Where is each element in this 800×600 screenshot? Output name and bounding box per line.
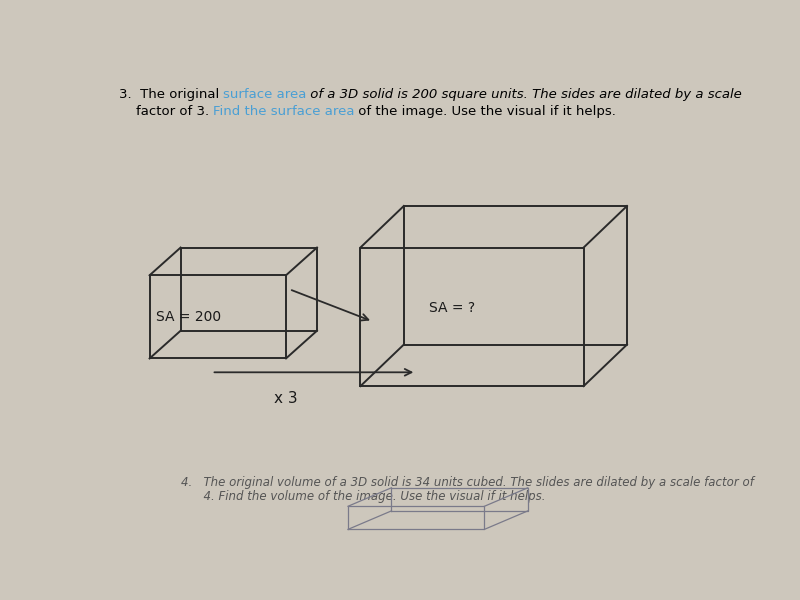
Text: SA = 200: SA = 200 bbox=[156, 310, 221, 324]
Text: of a 3D solid is 200 square units. The sides are dilated by a scale: of a 3D solid is 200 square units. The s… bbox=[306, 88, 742, 101]
Text: SA = ?: SA = ? bbox=[429, 301, 474, 314]
Text: of the image. Use the visual if it helps.: of the image. Use the visual if it helps… bbox=[354, 105, 616, 118]
Text: Find the sur: Find the sur bbox=[213, 105, 292, 118]
Text: 4. Find the volume of the image. Use the visual if it helps.: 4. Find the volume of the image. Use the… bbox=[181, 490, 545, 503]
Text: 3.  The original: 3. The original bbox=[118, 88, 223, 101]
Text: face area: face area bbox=[292, 105, 354, 118]
Text: factor of 3.: factor of 3. bbox=[118, 105, 213, 118]
Text: surface area: surface area bbox=[223, 88, 306, 101]
Text: 4.   The original volume of a 3D solid is 34 units cubed. The slides are dilated: 4. The original volume of a 3D solid is … bbox=[181, 476, 754, 489]
Text: x 3: x 3 bbox=[274, 391, 298, 406]
